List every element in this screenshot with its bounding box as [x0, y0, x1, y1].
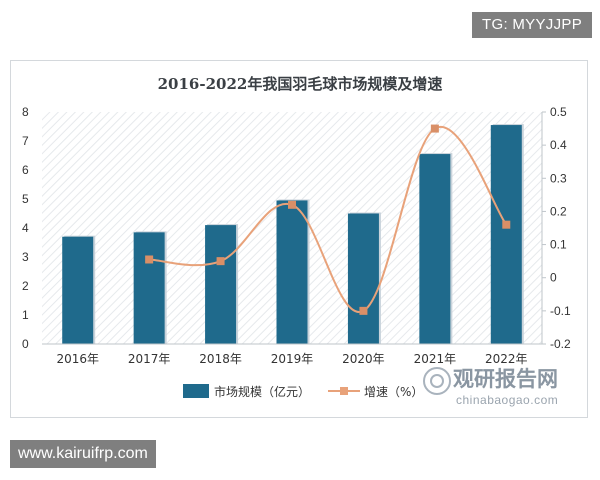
x-tick-label: 2021年 [414, 352, 457, 366]
growth-point-2017年 [145, 255, 154, 264]
logo-brand: 观研报告网 [453, 367, 558, 391]
x-tick-label: 2017年 [128, 352, 171, 366]
legend: 市场规模（亿元） 增速（%） [183, 384, 423, 399]
right-tick-label: 0.3 [550, 171, 567, 185]
logo-icon [423, 367, 451, 395]
legend-label-bars: 市场规模（亿元） [214, 384, 310, 399]
logo-site: chinabaogao.com [456, 393, 558, 407]
legend-swatch-marker [340, 387, 348, 395]
right-tick-label: 0.5 [550, 105, 567, 119]
left-tick-label: 8 [22, 105, 29, 119]
growth-point-2020年 [359, 306, 368, 315]
left-tick-label: 7 [22, 134, 29, 148]
left-tick-label: 5 [22, 192, 29, 206]
x-tick-label: 2018年 [199, 352, 242, 366]
right-tick-label: 0.1 [550, 238, 567, 252]
right-tick-label: 0.2 [550, 204, 567, 218]
right-tick-label: 0 [550, 271, 557, 285]
bar-2021年 [419, 154, 451, 344]
right-tick-label: -0.1 [550, 304, 571, 318]
left-tick-label: 4 [22, 221, 29, 235]
watermark-top: TG: MYYJJPP [472, 12, 592, 38]
growth-point-2022年 [502, 220, 511, 229]
legend-label-line: 增速（%） [364, 385, 423, 399]
left-tick-label: 2 [22, 279, 29, 293]
x-tick-label: 2022年 [485, 352, 528, 366]
bar-2018年 [205, 225, 237, 344]
x-tick-label: 2019年 [271, 352, 314, 366]
left-tick-label: 1 [22, 308, 29, 322]
bar-2017年 [133, 232, 165, 344]
bar-2022年 [490, 125, 522, 344]
legend-swatch-bars [183, 384, 209, 398]
chart-title: 2016-2022年我国羽毛球市场规模及增速 [157, 75, 443, 93]
growth-point-2021年 [430, 124, 439, 133]
watermark-bottom: www.kairuifrp.com [10, 440, 156, 468]
right-tick-label: -0.2 [550, 337, 571, 351]
x-tick-label: 2020年 [342, 352, 385, 366]
logo-watermark: 观研报告网 chinabaogao.com [423, 367, 558, 407]
growth-point-2018年 [216, 257, 225, 266]
growth-point-2019年 [288, 200, 296, 209]
right-tick-label: 0.4 [550, 138, 567, 152]
x-tick-label: 2016年 [56, 352, 99, 366]
left-tick-label: 3 [22, 250, 29, 264]
left-tick-label: 0 [22, 337, 29, 351]
bar-2016年 [62, 236, 94, 344]
left-tick-label: 6 [22, 163, 29, 177]
bar-2019年 [276, 200, 308, 344]
bar-2020年 [347, 213, 379, 344]
